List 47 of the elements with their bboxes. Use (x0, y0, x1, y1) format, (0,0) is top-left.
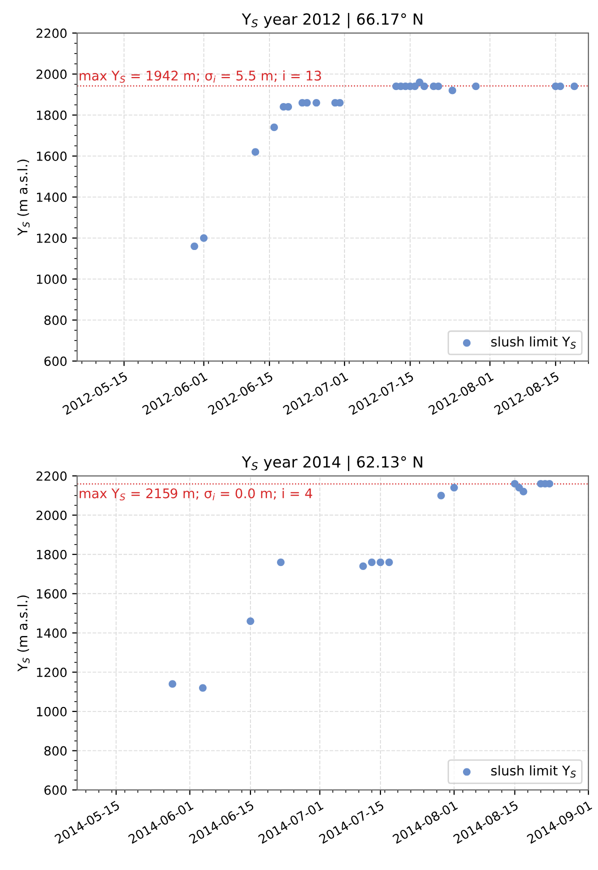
y-tick-label: 1000 (36, 706, 67, 716)
point (450, 484, 458, 492)
y-tick-label: 2000 (36, 510, 67, 520)
y-tick-label: 1400 (36, 192, 67, 202)
point (376, 558, 384, 566)
point (270, 124, 278, 132)
point (520, 488, 528, 496)
point (416, 78, 424, 86)
point (190, 242, 198, 250)
y-tick-label: 600 (44, 356, 67, 366)
point (359, 562, 367, 570)
y-axis-title: Y$_{S}$ (m a.s.l.) (17, 160, 30, 236)
point (200, 234, 208, 242)
y-tick-label: 600 (44, 785, 67, 795)
point (472, 82, 480, 90)
point (570, 82, 578, 90)
y-tick-label: 1600 (36, 589, 67, 599)
point (252, 148, 260, 156)
point (168, 680, 176, 688)
y-tick-label: 1400 (36, 628, 67, 638)
y-tick-label: 800 (44, 316, 67, 325)
y-tick-label: 1800 (36, 110, 67, 120)
y-tick-label: 1800 (36, 550, 67, 560)
y-tick-label: 2200 (36, 471, 67, 481)
point (420, 82, 428, 90)
y-tick-label: 2200 (36, 28, 67, 38)
y-tick-label: 1000 (36, 274, 67, 284)
legend-label: slush limit Y$_{S}$ (491, 336, 576, 349)
point (437, 492, 445, 500)
y-axis-title: Y$_{S}$ (m a.s.l.) (17, 596, 30, 672)
chart-title: Y$_{S}$ year 2014 | 62.13° N (242, 456, 422, 472)
ref-line-label: max Y$_{S}$ = 2159 m; σ$_{i}$ = 0.0 m; i = 4 (80, 488, 312, 500)
point (385, 558, 393, 566)
y-tick-label: 1200 (36, 668, 67, 678)
y-tick-label: 2000 (36, 70, 67, 79)
point (246, 617, 254, 625)
point (312, 98, 320, 107)
y-tick-label: 1200 (36, 234, 67, 243)
ref-line-label: max Y$_{S}$ = 1942 m; σ$_{i}$ = 5.5 m; i = 13 (80, 70, 321, 83)
y-tick-label: 800 (44, 746, 67, 756)
point (368, 558, 376, 566)
legend-label: slush limit Y$_{S}$ (491, 765, 576, 778)
chart-title: Y$_{S}$ year 2012 | 66.17° N (242, 12, 422, 28)
point (198, 684, 207, 692)
y-tick-label: 1600 (36, 152, 67, 161)
point (448, 86, 456, 94)
point (276, 558, 285, 566)
